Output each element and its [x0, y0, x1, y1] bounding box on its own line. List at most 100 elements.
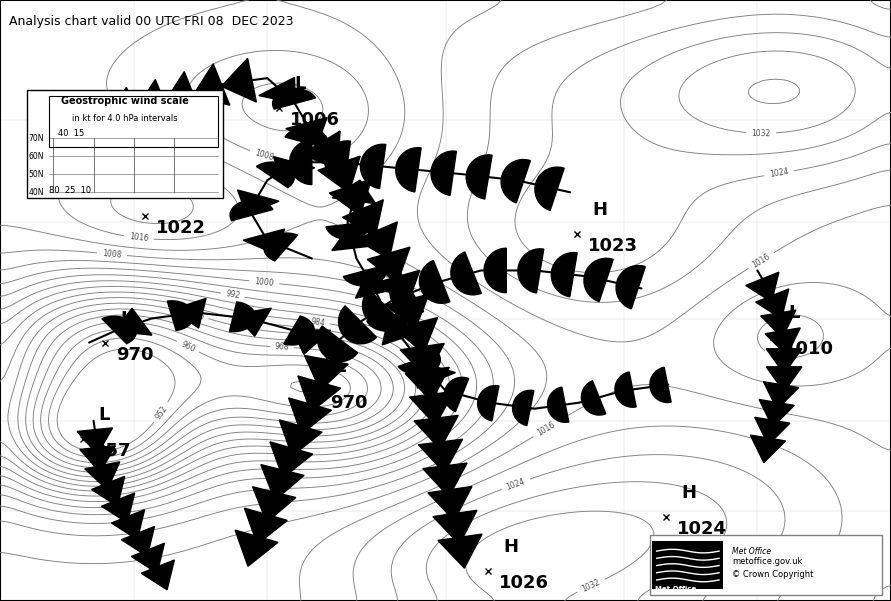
Text: 70N: 70N: [29, 134, 44, 142]
Polygon shape: [398, 353, 440, 374]
Polygon shape: [229, 302, 256, 332]
Text: 957: 957: [94, 442, 131, 460]
Polygon shape: [367, 311, 410, 331]
Text: 1032: 1032: [751, 129, 771, 138]
Polygon shape: [755, 417, 790, 445]
Polygon shape: [396, 148, 421, 192]
Polygon shape: [428, 486, 472, 520]
Polygon shape: [257, 162, 294, 188]
Text: L: L: [294, 75, 306, 93]
Polygon shape: [615, 372, 636, 407]
Text: 976: 976: [189, 309, 205, 322]
Polygon shape: [326, 222, 371, 239]
FancyBboxPatch shape: [650, 535, 882, 595]
Polygon shape: [363, 290, 400, 328]
Polygon shape: [121, 526, 154, 557]
Polygon shape: [292, 329, 331, 354]
Polygon shape: [274, 157, 315, 182]
Polygon shape: [535, 167, 564, 210]
Polygon shape: [417, 362, 455, 388]
Polygon shape: [650, 367, 671, 403]
Polygon shape: [339, 306, 377, 344]
Polygon shape: [518, 249, 544, 293]
Polygon shape: [142, 560, 175, 590]
Polygon shape: [420, 260, 450, 304]
Text: 1016: 1016: [750, 252, 772, 269]
Polygon shape: [261, 465, 304, 500]
Text: L: L: [334, 358, 346, 376]
Polygon shape: [289, 398, 331, 434]
Polygon shape: [512, 390, 534, 426]
Polygon shape: [414, 415, 458, 449]
Text: 1024: 1024: [677, 520, 727, 538]
Polygon shape: [106, 87, 143, 129]
Polygon shape: [298, 376, 340, 412]
Text: L: L: [98, 406, 110, 424]
Text: 1026: 1026: [499, 574, 549, 592]
Text: Met Office: Met Office: [655, 586, 696, 592]
Text: 970: 970: [116, 346, 153, 364]
Text: 1006: 1006: [290, 111, 339, 129]
Polygon shape: [382, 319, 422, 345]
Text: 1024: 1024: [769, 167, 789, 179]
Polygon shape: [367, 247, 410, 283]
Text: 968: 968: [274, 342, 290, 352]
Text: in kt for 4.0 hPa intervals: in kt for 4.0 hPa intervals: [72, 114, 177, 123]
Polygon shape: [423, 463, 467, 497]
Polygon shape: [253, 487, 296, 522]
Text: 60N: 60N: [29, 152, 44, 160]
Polygon shape: [386, 294, 429, 330]
Polygon shape: [168, 300, 194, 331]
Polygon shape: [222, 58, 257, 102]
Polygon shape: [57, 113, 95, 150]
Text: 992: 992: [225, 290, 241, 301]
Polygon shape: [765, 328, 800, 355]
Text: 40  15: 40 15: [58, 129, 84, 138]
Polygon shape: [400, 344, 445, 377]
Polygon shape: [746, 272, 779, 302]
Text: L: L: [789, 304, 800, 322]
Polygon shape: [410, 391, 454, 426]
Text: 50N: 50N: [29, 170, 44, 178]
Text: 40N: 40N: [29, 188, 44, 197]
Polygon shape: [285, 127, 328, 148]
Polygon shape: [230, 200, 273, 221]
Polygon shape: [279, 420, 323, 456]
Polygon shape: [286, 118, 327, 142]
Text: H: H: [160, 183, 176, 201]
Text: 952: 952: [153, 404, 169, 421]
Text: 1008: 1008: [102, 249, 122, 260]
Polygon shape: [361, 144, 386, 189]
Text: Geostrophic wind scale: Geostrophic wind scale: [61, 96, 189, 106]
Text: 80  25  10: 80 25 10: [49, 186, 91, 195]
Text: 1024: 1024: [505, 477, 527, 492]
Text: Met Office: Met Office: [732, 547, 772, 556]
Polygon shape: [343, 266, 386, 286]
Polygon shape: [273, 88, 315, 109]
Polygon shape: [325, 141, 350, 185]
Polygon shape: [172, 299, 206, 328]
Text: metoffice.gov.uk
© Crown Copyright: metoffice.gov.uk © Crown Copyright: [732, 557, 813, 579]
Polygon shape: [33, 126, 71, 163]
Polygon shape: [332, 180, 376, 204]
Text: 1016: 1016: [535, 420, 557, 438]
Polygon shape: [766, 367, 802, 392]
Text: 984: 984: [310, 317, 326, 328]
Text: Analysis chart valid 00 UTC FRI 08  DEC 2023: Analysis chart valid 00 UTC FRI 08 DEC 2…: [9, 15, 293, 28]
Polygon shape: [243, 229, 284, 254]
Polygon shape: [501, 159, 530, 203]
Polygon shape: [764, 382, 798, 409]
Polygon shape: [356, 222, 397, 259]
Text: 1022: 1022: [156, 219, 206, 237]
Polygon shape: [305, 355, 348, 391]
Polygon shape: [238, 190, 279, 215]
Polygon shape: [331, 227, 376, 251]
Polygon shape: [581, 380, 606, 415]
Text: 1008: 1008: [769, 350, 789, 363]
Polygon shape: [451, 252, 481, 295]
Polygon shape: [445, 377, 469, 412]
Polygon shape: [431, 151, 456, 195]
Polygon shape: [552, 252, 577, 297]
Polygon shape: [766, 349, 802, 374]
Polygon shape: [102, 493, 135, 523]
